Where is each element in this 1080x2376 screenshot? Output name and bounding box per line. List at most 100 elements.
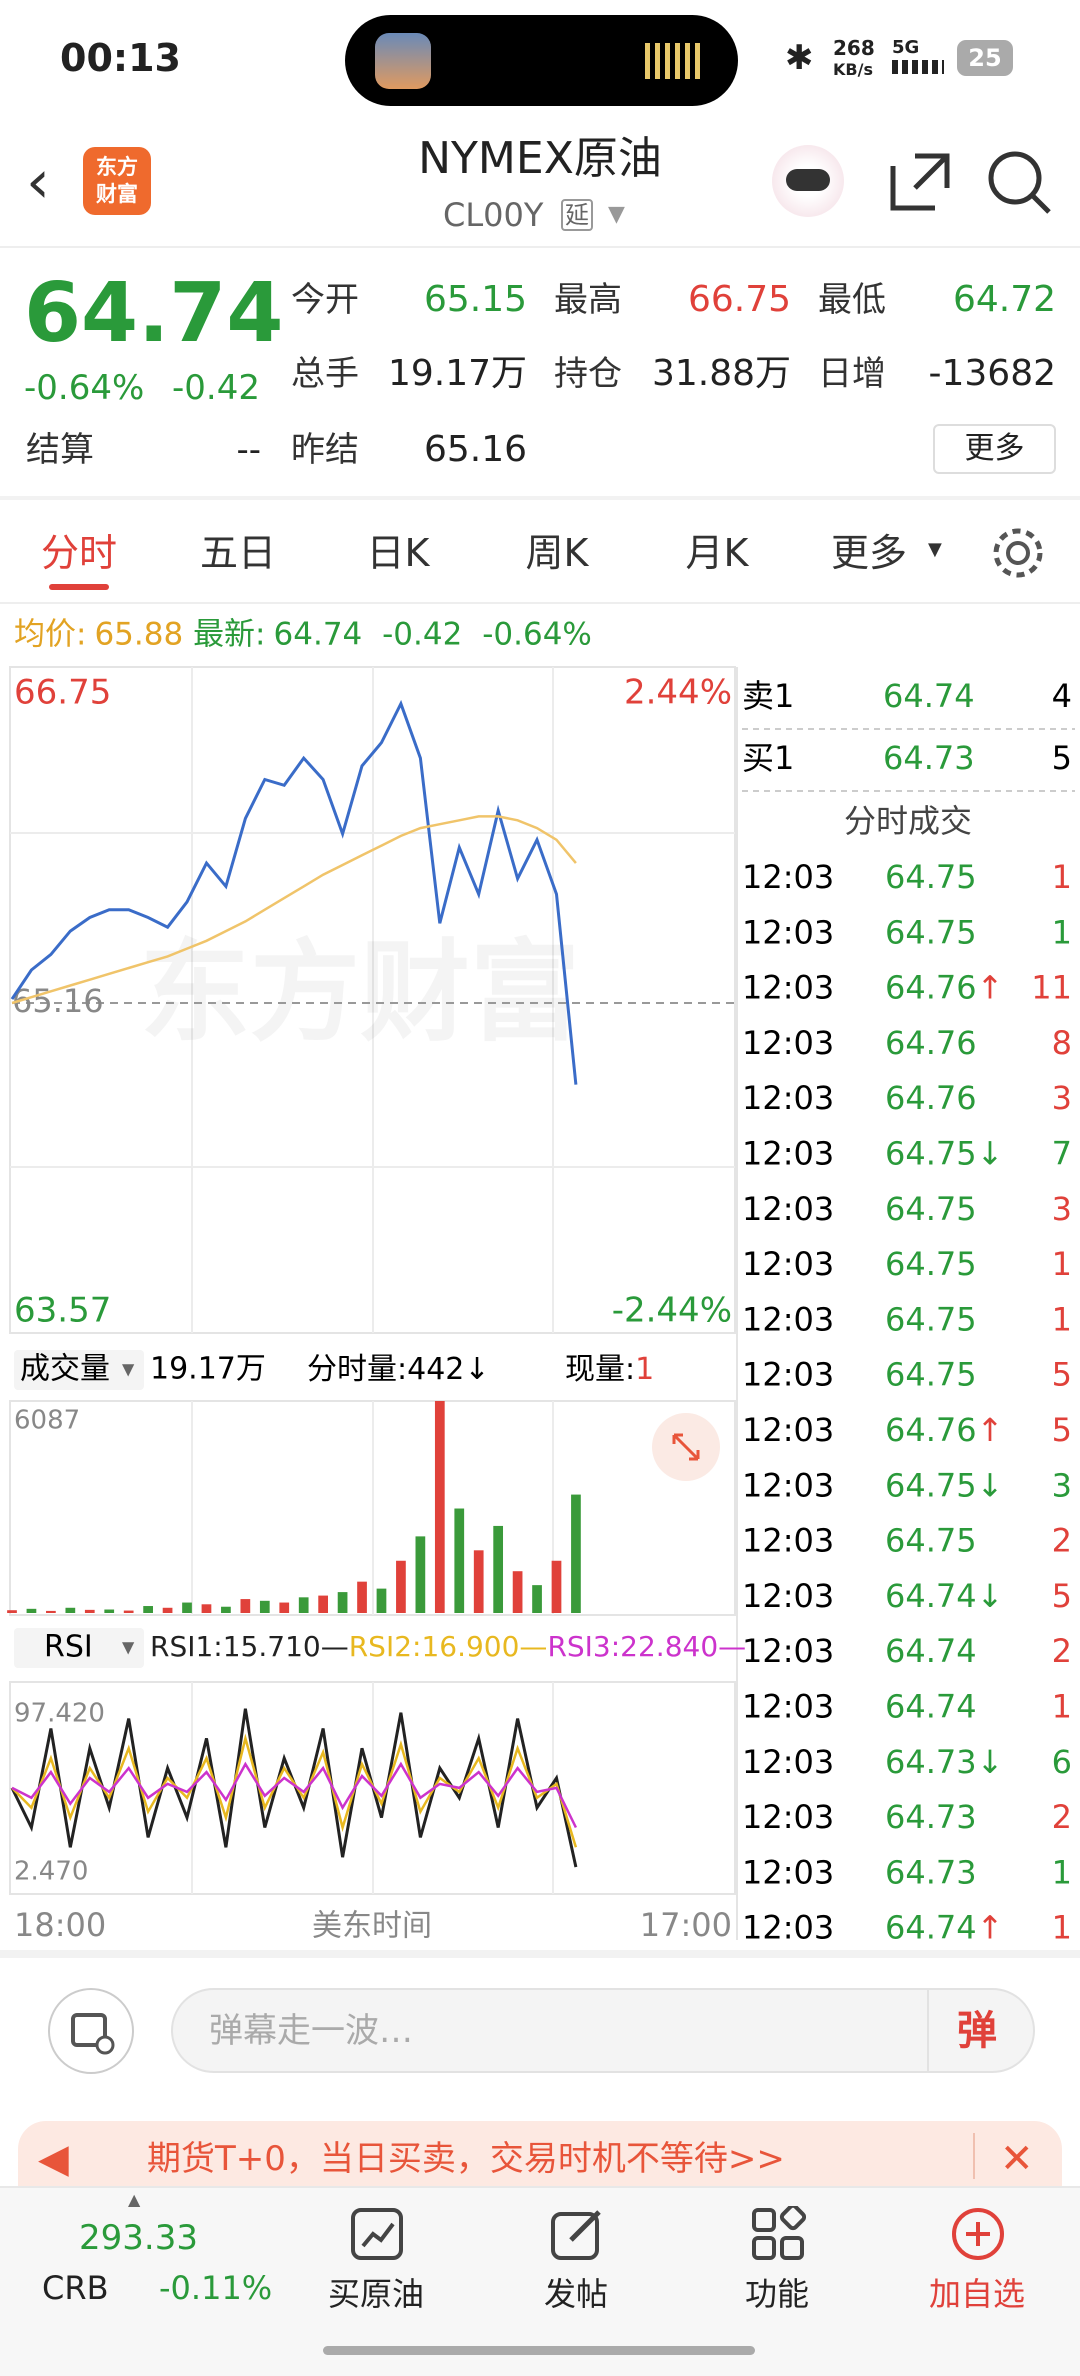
selector[interactable]: RSI	[44, 1630, 93, 1665]
book-label: 买1	[742, 739, 794, 777]
comment-icon[interactable]	[45, 1985, 137, 2077]
index-change[interactable]: -0.11%	[159, 2269, 273, 2307]
avg-label: 均价:	[14, 616, 87, 653]
danmaku-button[interactable]: 弹	[957, 2008, 997, 2054]
y-tick-label: 63.57	[14, 1291, 111, 1331]
back-button[interactable]: ‹	[26, 147, 50, 217]
trade-time: 12:03	[742, 1190, 834, 1228]
field-label: 日增	[818, 354, 886, 394]
volume-bar	[434, 1401, 445, 1613]
tab[interactable]: 日K	[366, 531, 430, 575]
volume-total: 19.17万	[150, 1352, 266, 1387]
banner-text: 期货T+0，当日买卖，交易时机不等待>>	[147, 2139, 785, 2179]
battery: 25	[957, 40, 1013, 76]
volume-bar	[473, 1550, 484, 1613]
divider	[0, 602, 1080, 604]
settings-icon[interactable]	[990, 525, 1046, 581]
text-part: 64.76	[885, 969, 977, 1007]
text-part: 64.75	[885, 1522, 977, 1560]
delay-tag: 延	[561, 199, 593, 231]
text-part: 64.75	[885, 1356, 977, 1394]
x-label: 18:00	[14, 1906, 106, 1944]
tab[interactable]: 更多	[830, 531, 908, 575]
tab[interactable]: 月K	[685, 531, 749, 575]
series-line	[11, 815, 577, 1005]
volume-bar	[532, 1585, 542, 1613]
trade-price: 64.75	[885, 1356, 977, 1394]
field-value: 65.16	[423, 429, 527, 470]
bluetooth-icon: ✱	[785, 38, 814, 78]
net-unit: KB/s	[833, 60, 873, 79]
change: -0.42	[172, 368, 260, 408]
trade-volume: 3	[1052, 1466, 1072, 1504]
close-banner[interactable]: ✕	[1000, 2136, 1034, 2182]
trade-volume: 2	[1052, 1522, 1072, 1560]
change-percent: -0.64%	[482, 616, 592, 653]
selector-box[interactable]	[14, 1350, 144, 1390]
buy-icon[interactable]	[349, 2206, 405, 2262]
tab[interactable]: 分时	[40, 531, 118, 575]
tab[interactable]: 周K	[525, 531, 589, 575]
text-part: 64.74	[885, 1632, 977, 1670]
trade-volume: 1	[1052, 858, 1072, 896]
share-icon[interactable]	[885, 148, 955, 218]
selector-arrow: ▼	[122, 1360, 135, 1379]
island-thumbnail	[375, 33, 431, 89]
volume-bar	[65, 1607, 76, 1613]
search-icon[interactable]	[985, 148, 1055, 218]
trade-time: 12:03	[742, 1909, 834, 1947]
comment-input[interactable]: 弹幕走一波… 弹	[171, 1988, 1035, 2073]
megaphone-icon: ◀	[38, 2136, 69, 2182]
trade-time: 12:03	[742, 1466, 834, 1504]
text-part: 64.76	[885, 1079, 977, 1117]
home-indicator	[323, 2346, 755, 2355]
volume-bar	[415, 1536, 426, 1613]
book-price: 64.73	[883, 739, 975, 777]
add-watch-icon[interactable]	[950, 2206, 1006, 2262]
index-value[interactable]: 293.33	[79, 2218, 198, 2258]
bottom-item[interactable]: 功能	[744, 2275, 810, 2313]
function-icon[interactable]	[750, 2206, 806, 2262]
bottom-item[interactable]: 发帖	[543, 2275, 609, 2313]
field-label: 结算	[26, 430, 94, 470]
field-value: 31.88万	[651, 353, 791, 394]
more-button[interactable]: 更多	[933, 424, 1056, 474]
volume-bar	[240, 1599, 251, 1613]
island-wave	[645, 43, 705, 79]
y-tick-label: 2.470	[14, 1857, 88, 1887]
volume-bar	[298, 1597, 309, 1613]
volume-bar	[182, 1602, 192, 1613]
selector[interactable]: 成交量	[20, 1352, 110, 1387]
post-icon[interactable]	[549, 2206, 605, 2262]
legend-entry: RSI2:16.900—	[349, 1630, 548, 1663]
tab[interactable]: 五日	[199, 531, 277, 575]
avatar-face	[786, 169, 830, 191]
promo-banner[interactable]: ◀ 期货T+0，当日买卖，交易时机不等待>> ✕	[18, 2121, 1062, 2191]
trade-time: 12:03	[742, 1798, 834, 1836]
banner-divider	[973, 2133, 975, 2179]
trade-direction: ↑	[977, 969, 1004, 1007]
dropdown-arrow[interactable]: ▼	[608, 202, 625, 227]
network: 5G	[892, 37, 920, 58]
input-divider	[927, 1990, 929, 2071]
y-tick-label: 6087	[14, 1406, 80, 1436]
bottom-item[interactable]: 加自选	[928, 2275, 1026, 2313]
field-label: 今开	[291, 280, 359, 320]
assistant-avatar[interactable]	[772, 145, 844, 217]
last-value: 64.74	[273, 616, 363, 653]
index-name[interactable]: CRB	[42, 2269, 109, 2307]
text-part: 64.75	[885, 1466, 977, 1504]
book-price: 64.74	[883, 677, 975, 715]
volume-bar	[46, 1610, 56, 1613]
divider	[0, 496, 1080, 500]
text-part: 1	[635, 1352, 654, 1387]
selector-box[interactable]	[14, 1628, 144, 1668]
trade-volume: 5	[1052, 1356, 1072, 1394]
text-part: 分时量:	[307, 1352, 407, 1387]
bottom-item[interactable]: 买原油	[327, 2275, 425, 2313]
tab-arrow: ▼	[928, 539, 942, 560]
period-volume: 分时量:442↓	[307, 1352, 490, 1387]
volume-bar	[123, 1610, 134, 1613]
